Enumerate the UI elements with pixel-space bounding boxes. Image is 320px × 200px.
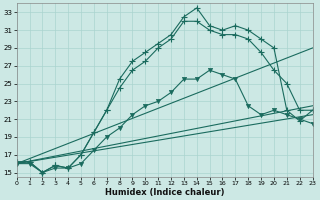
X-axis label: Humidex (Indice chaleur): Humidex (Indice chaleur): [105, 188, 224, 197]
